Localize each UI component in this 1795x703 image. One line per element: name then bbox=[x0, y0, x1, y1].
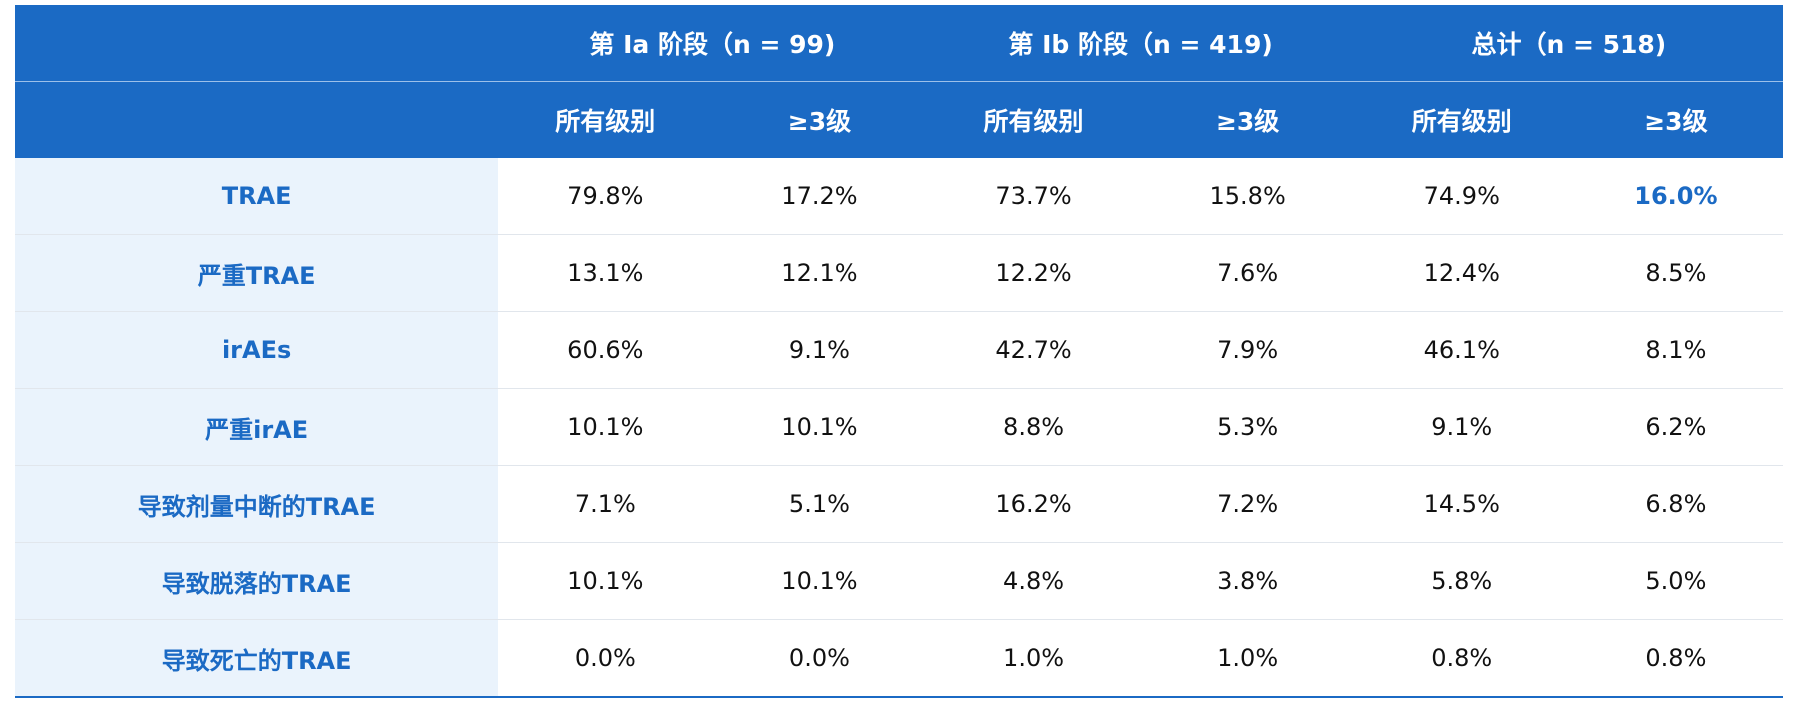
row-label: 严重irAE bbox=[15, 388, 499, 466]
table-cell: 12.1% bbox=[712, 234, 927, 312]
table-cell: 7.1% bbox=[498, 465, 713, 543]
table-row: 严重irAE 10.1% 10.1% 8.8% 5.3% 9.1% 6.2% bbox=[15, 388, 1783, 466]
table-row: TRAE 79.8% 17.2% 73.7% 15.8% 74.9% 16.0% bbox=[15, 158, 1783, 235]
table-cell: 10.1% bbox=[712, 388, 927, 466]
table-cell: 7.6% bbox=[1140, 234, 1355, 312]
corner-subheader-cell bbox=[15, 81, 499, 158]
table-cell: 12.2% bbox=[926, 234, 1141, 312]
group-header-total: 总计（n = 518) bbox=[1354, 5, 1783, 82]
safety-table-container: 第 Ia 阶段（n = 99) 第 Ib 阶段（n = 419) 总计（n = … bbox=[15, 5, 1783, 698]
table-cell: 7.2% bbox=[1140, 465, 1355, 543]
row-label: TRAE bbox=[15, 158, 499, 235]
subheader-ib-grade3-plus: ≥3级 bbox=[1140, 81, 1355, 158]
table-cell: 9.1% bbox=[1354, 388, 1569, 466]
table-cell: 5.1% bbox=[712, 465, 927, 543]
table-cell: 0.0% bbox=[712, 619, 927, 698]
table-cell: 0.0% bbox=[498, 619, 713, 698]
safety-table: 第 Ia 阶段（n = 99) 第 Ib 阶段（n = 419) 总计（n = … bbox=[15, 5, 1783, 698]
table-cell-highlighted: 16.0% bbox=[1568, 158, 1783, 235]
row-label: 导致剂量中断的TRAE bbox=[15, 465, 499, 543]
row-label: 严重TRAE bbox=[15, 234, 499, 312]
subheader-ia-grade3-plus: ≥3级 bbox=[712, 81, 927, 158]
table-cell: 5.0% bbox=[1568, 542, 1783, 620]
corner-header-cell bbox=[15, 5, 499, 82]
group-header-phase-ia: 第 Ia 阶段（n = 99) bbox=[498, 5, 927, 82]
table-cell: 1.0% bbox=[926, 619, 1141, 698]
table-cell: 79.8% bbox=[498, 158, 713, 235]
table-row: 严重TRAE 13.1% 12.1% 12.2% 7.6% 12.4% 8.5% bbox=[15, 234, 1783, 312]
table-cell: 4.8% bbox=[926, 542, 1141, 620]
table-cell: 46.1% bbox=[1354, 311, 1569, 389]
table-cell: 73.7% bbox=[926, 158, 1141, 235]
table-cell: 3.8% bbox=[1140, 542, 1355, 620]
table-cell: 17.2% bbox=[712, 158, 927, 235]
table-row: 导致脱落的TRAE 10.1% 10.1% 4.8% 3.8% 5.8% 5.0… bbox=[15, 542, 1783, 620]
table-cell: 16.2% bbox=[926, 465, 1141, 543]
table-cell: 0.8% bbox=[1354, 619, 1569, 698]
subheader-ia-all-grades: 所有级别 bbox=[498, 81, 713, 158]
table-cell: 10.1% bbox=[712, 542, 927, 620]
table-cell: 8.8% bbox=[926, 388, 1141, 466]
row-label: 导致死亡的TRAE bbox=[15, 619, 499, 698]
table-row: 导致剂量中断的TRAE 7.1% 5.1% 16.2% 7.2% 14.5% 6… bbox=[15, 465, 1783, 543]
table-cell: 5.8% bbox=[1354, 542, 1569, 620]
table-cell: 15.8% bbox=[1140, 158, 1355, 235]
subheader-total-all-grades: 所有级别 bbox=[1354, 81, 1569, 158]
sub-header-row: 所有级别 ≥3级 所有级别 ≥3级 所有级别 ≥3级 bbox=[15, 81, 1783, 158]
table-cell: 10.1% bbox=[498, 388, 713, 466]
table-cell: 42.7% bbox=[926, 311, 1141, 389]
table-cell: 7.9% bbox=[1140, 311, 1355, 389]
subheader-total-grade3-plus: ≥3级 bbox=[1568, 81, 1783, 158]
table-cell: 8.5% bbox=[1568, 234, 1783, 312]
subheader-ib-all-grades: 所有级别 bbox=[926, 81, 1141, 158]
table-cell: 6.2% bbox=[1568, 388, 1783, 466]
table-cell: 74.9% bbox=[1354, 158, 1569, 235]
table-cell: 60.6% bbox=[498, 311, 713, 389]
table-cell: 0.8% bbox=[1568, 619, 1783, 698]
table-cell: 6.8% bbox=[1568, 465, 1783, 543]
table-cell: 14.5% bbox=[1354, 465, 1569, 543]
table-cell: 13.1% bbox=[498, 234, 713, 312]
table-cell: 10.1% bbox=[498, 542, 713, 620]
table-cell: 8.1% bbox=[1568, 311, 1783, 389]
table-cell: 1.0% bbox=[1140, 619, 1355, 698]
table-row: 导致死亡的TRAE 0.0% 0.0% 1.0% 1.0% 0.8% 0.8% bbox=[15, 619, 1783, 698]
table-cell: 5.3% bbox=[1140, 388, 1355, 466]
table-row: irAEs 60.6% 9.1% 42.7% 7.9% 46.1% 8.1% bbox=[15, 311, 1783, 389]
row-label: 导致脱落的TRAE bbox=[15, 542, 499, 620]
group-header-phase-ib: 第 Ib 阶段（n = 419) bbox=[926, 5, 1355, 82]
table-cell: 9.1% bbox=[712, 311, 927, 389]
row-label: irAEs bbox=[15, 311, 499, 389]
table-cell: 12.4% bbox=[1354, 234, 1569, 312]
group-header-row: 第 Ia 阶段（n = 99) 第 Ib 阶段（n = 419) 总计（n = … bbox=[15, 5, 1783, 82]
